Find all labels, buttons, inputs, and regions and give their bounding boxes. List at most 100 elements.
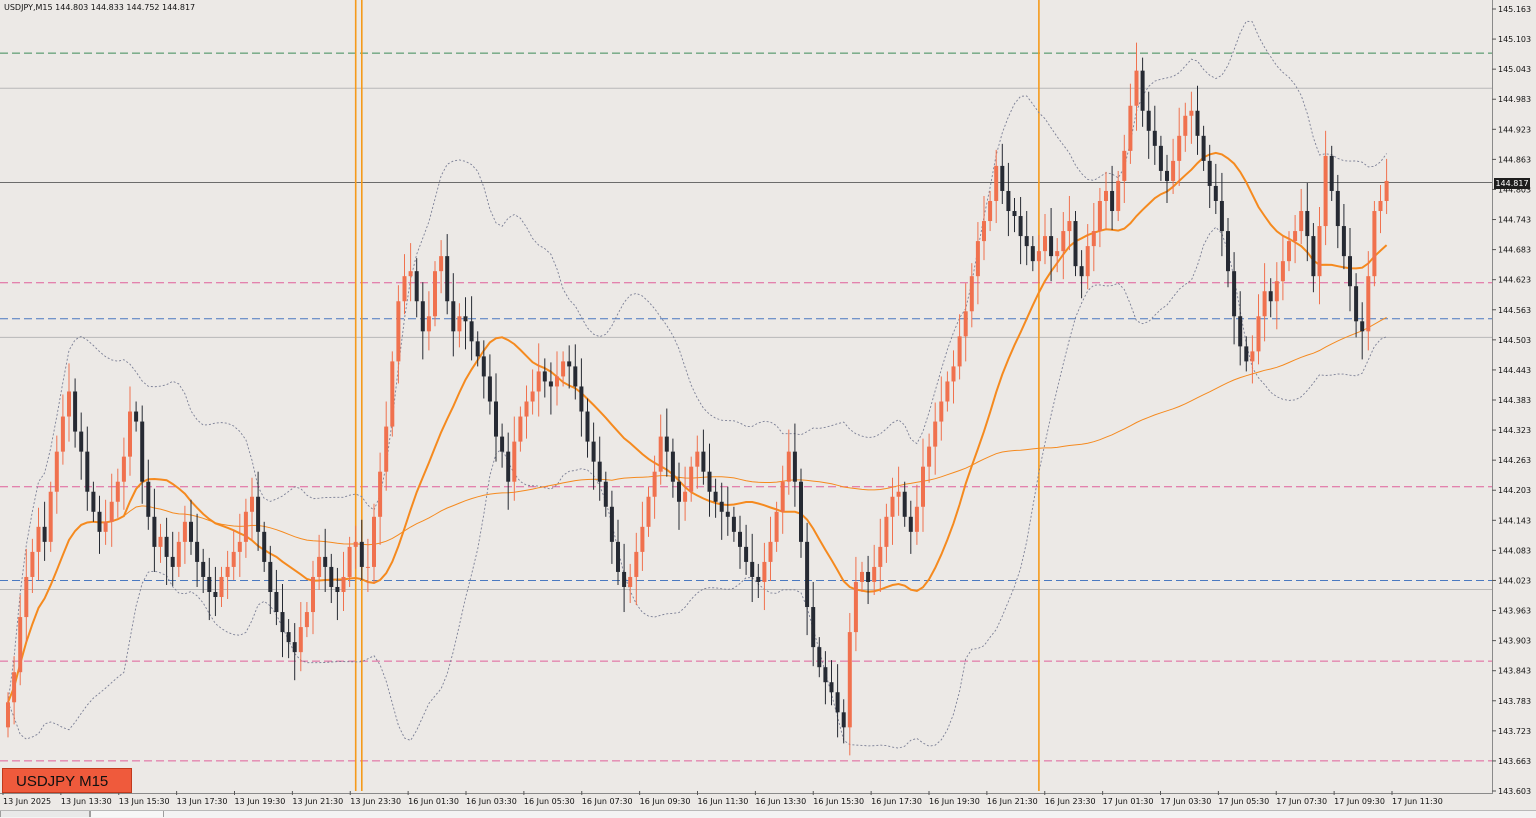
bull-candle <box>250 496 254 512</box>
bull-candle <box>30 551 35 577</box>
bear-candle <box>1006 190 1011 212</box>
bear-candle <box>420 301 425 332</box>
bear-candle <box>1140 70 1145 111</box>
bear-candle <box>292 642 297 653</box>
bear-candle <box>866 571 871 582</box>
y-tick-label: 144.443 <box>1498 366 1531 375</box>
y-tick-label: 144.023 <box>1498 576 1531 585</box>
bull-candle <box>1128 105 1133 151</box>
bull-candle <box>1280 261 1285 282</box>
bear-candle <box>414 271 419 302</box>
bull-candle <box>6 702 10 728</box>
bear-candle <box>731 516 736 532</box>
bear-candle <box>42 526 47 542</box>
bull-candle <box>860 571 864 582</box>
bull-candle <box>1189 110 1194 116</box>
bull-candle <box>182 521 187 542</box>
bear-candle <box>719 501 724 512</box>
bear-candle <box>542 371 547 382</box>
bull-candle <box>957 336 962 367</box>
y-tick-label: 144.803 <box>1498 185 1531 194</box>
bull-candle <box>347 546 352 577</box>
upper-band <box>7 20 1387 703</box>
bull-candle <box>884 516 889 547</box>
x-tick-label: 16 Jun 15:30 <box>813 797 864 806</box>
bull-candle <box>878 546 883 567</box>
bull-candle <box>1317 226 1322 277</box>
bear-candle <box>1360 321 1365 332</box>
bear-candle <box>1165 170 1169 181</box>
bear-candle <box>146 481 151 517</box>
bull-candle <box>1384 180 1389 201</box>
symbol-badge: USDJPY M15 <box>2 768 132 793</box>
x-tick-label: 13 Jun 17:30 <box>177 797 228 806</box>
bear-candle <box>585 411 590 442</box>
chart-tab[interactable] <box>0 811 90 817</box>
bear-candle <box>1000 165 1005 191</box>
bear-candle <box>841 712 846 728</box>
x-tick-label: 16 Jun 23:30 <box>1045 797 1096 806</box>
x-tick-label: 17 Jun 09:30 <box>1334 797 1385 806</box>
bull-candle <box>408 271 413 277</box>
bull-candle <box>536 371 541 392</box>
bear-candle <box>567 361 572 367</box>
bull-candle <box>530 391 535 402</box>
bear-candle <box>195 541 200 562</box>
bull-candle <box>1171 160 1176 181</box>
bull-candle <box>396 301 401 362</box>
chart-header: USDJPY,M15 144.803 144.833 144.752 144.8… <box>4 3 195 12</box>
bear-candle <box>1024 236 1029 247</box>
bear-candle <box>445 256 450 302</box>
bull-candle <box>48 491 53 542</box>
ohlc-values: 144.803 144.833 144.752 144.817 <box>55 3 196 12</box>
bull-candle <box>896 491 901 497</box>
bear-candle <box>744 546 749 562</box>
x-tick-label: 16 Jun 07:30 <box>582 797 633 806</box>
bull-candle <box>1061 231 1066 252</box>
y-tick-label: 144.923 <box>1498 125 1531 134</box>
y-tick-label: 145.103 <box>1498 35 1531 44</box>
bear-candle <box>152 516 157 547</box>
bear-candle <box>500 436 505 452</box>
bear-candle <box>73 391 78 432</box>
bear-candle <box>481 356 486 377</box>
bear-candle <box>579 386 584 412</box>
current-price-label: 144.817 <box>1494 178 1530 189</box>
bull-candle <box>933 421 938 447</box>
bull-candle <box>1043 236 1047 252</box>
bear-candle <box>79 431 84 452</box>
bull-candle <box>628 576 633 587</box>
bear-candle <box>335 586 340 592</box>
bear-candle <box>85 451 90 492</box>
bull-candle <box>1293 231 1298 242</box>
bull-candle <box>231 551 236 567</box>
bear-candle <box>664 436 669 452</box>
x-tick-label: 17 Jun 11:30 <box>1392 797 1443 806</box>
bear-candle <box>1207 160 1212 186</box>
plot-area[interactable] <box>0 0 1493 794</box>
y-tick-label: 144.563 <box>1498 306 1531 315</box>
bear-candle <box>1335 190 1340 227</box>
bull-candle <box>12 672 17 703</box>
bear-candle <box>280 612 285 633</box>
bear-candle <box>286 632 291 643</box>
bull-candle <box>695 451 700 467</box>
bear-candle <box>268 561 273 592</box>
bull-candle <box>994 165 999 201</box>
bear-candle <box>262 531 267 562</box>
bull-candle <box>128 411 132 457</box>
y-tick-label: 145.163 <box>1498 5 1531 14</box>
y-tick-label: 144.983 <box>1498 95 1531 104</box>
bull-candle <box>1091 231 1096 247</box>
bull-candle <box>853 581 858 633</box>
y-tick-label: 143.903 <box>1498 637 1531 646</box>
x-tick-label: 17 Jun 05:30 <box>1218 797 1269 806</box>
bull-candle <box>378 471 383 517</box>
chart-tab-active[interactable] <box>90 811 164 817</box>
bull-candle <box>914 506 919 532</box>
bull-candle <box>1036 251 1041 262</box>
y-tick-label: 145.043 <box>1498 65 1531 74</box>
bear-candle <box>1329 155 1334 191</box>
chart-tabs-bar <box>0 810 1536 818</box>
